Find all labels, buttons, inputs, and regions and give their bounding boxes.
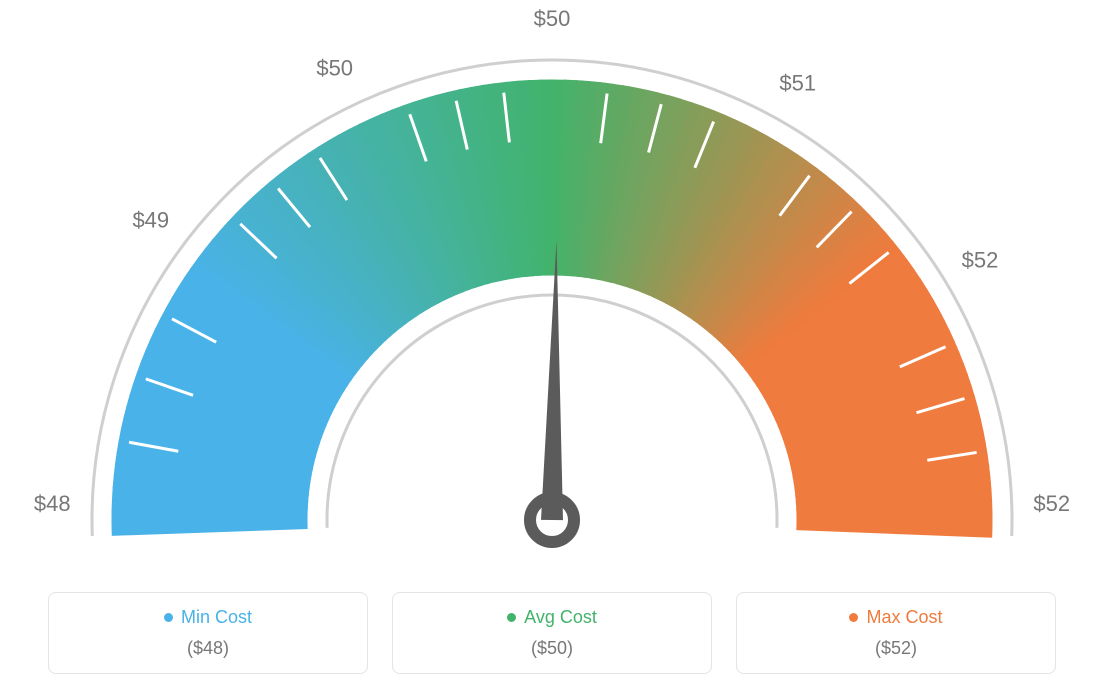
gauge-scale-label: $50 [534, 6, 571, 31]
gauge-svg: $48 $49 $50 $50 $51 $52 $52 [0, 0, 1104, 580]
legend-title: Min Cost [164, 607, 252, 628]
gauge-scale-label: $52 [962, 247, 999, 272]
legend-value: ($52) [747, 638, 1045, 659]
gauge-scale-label: $52 [1033, 491, 1070, 516]
legend-row: Min Cost ($48) Avg Cost ($50) Max Cost ($52) [0, 592, 1104, 674]
gauge-needle [541, 240, 563, 520]
legend-card-avg-cost: Avg Cost ($50) [392, 592, 712, 674]
gauge-scale-label: $48 [34, 491, 71, 516]
legend-dot-icon [849, 613, 858, 622]
gauge-band-segment [797, 522, 992, 537]
legend-title-text: Max Cost [866, 607, 942, 628]
legend-value: ($50) [403, 638, 701, 659]
legend-title-text: Avg Cost [524, 607, 597, 628]
legend-title: Avg Cost [507, 607, 597, 628]
legend-dot-icon [507, 613, 516, 622]
legend-card-min-cost: Min Cost ($48) [48, 592, 368, 674]
cost-gauge-chart: $48 $49 $50 $50 $51 $52 $52 Min Cost ($48) Avg C… [0, 0, 1104, 690]
legend-title: Max Cost [849, 607, 942, 628]
legend-title-text: Min Cost [181, 607, 252, 628]
legend-dot-icon [164, 613, 173, 622]
gauge-scale-label: $51 [779, 70, 816, 95]
gauge-scale-label: $50 [316, 56, 353, 81]
gauge-scale-label: $49 [132, 207, 169, 232]
legend-card-max-cost: Max Cost ($52) [736, 592, 1056, 674]
legend-value: ($48) [59, 638, 357, 659]
